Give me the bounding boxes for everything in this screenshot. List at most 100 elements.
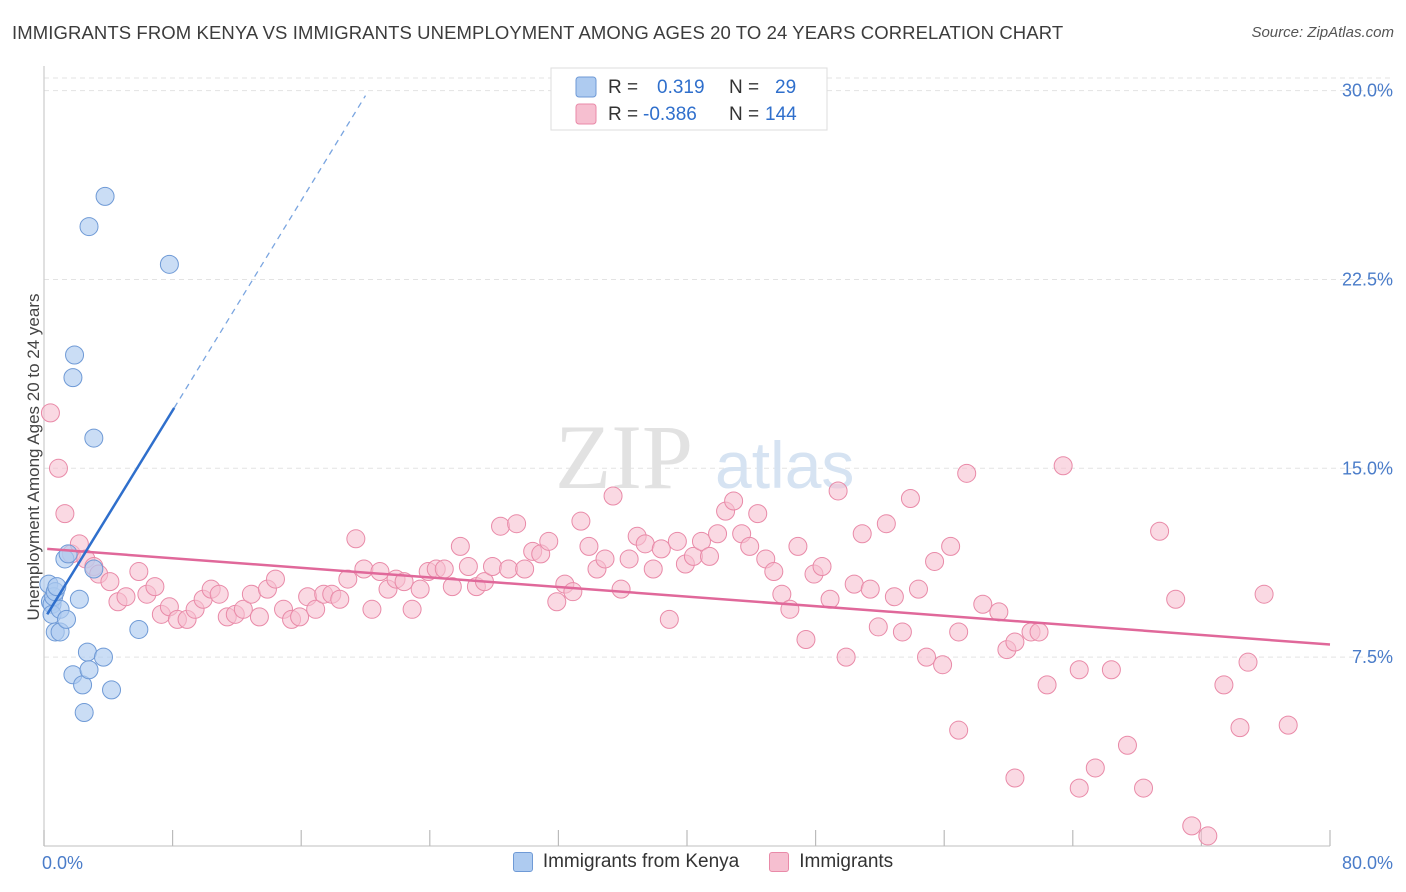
immigrants-point <box>442 577 462 597</box>
bottom-legend: Immigrants from Kenya Immigrants <box>0 851 1406 873</box>
gridlines <box>44 77 1392 658</box>
immigrants-point <box>579 536 599 556</box>
kenya-trend-line <box>46 407 176 615</box>
immigrants-point <box>764 562 784 582</box>
axes <box>43 66 1331 847</box>
kenya-point <box>93 647 113 667</box>
legend-r-value-1: 0.319 <box>657 77 705 98</box>
immigrants-point <box>40 403 60 423</box>
legend-swatch-kenya <box>575 76 597 98</box>
immigrants-point <box>949 720 969 740</box>
immigrants-point <box>233 599 253 619</box>
immigrants-point <box>989 602 1009 622</box>
immigrants-point <box>563 582 583 602</box>
immigrants-point <box>1053 456 1073 476</box>
immigrants-point <box>1278 715 1298 735</box>
immigrants-point <box>1214 675 1234 695</box>
immigrants-point <box>370 562 390 582</box>
immigrants-point <box>603 486 623 506</box>
immigrants-trend-line <box>47 547 1331 646</box>
immigrants-point <box>458 556 478 576</box>
immigrants-point <box>1085 758 1105 778</box>
kenya-point <box>74 703 94 723</box>
immigrants-point <box>973 594 993 614</box>
y-tick-label: 30.0% <box>1342 81 1393 101</box>
immigrants-point <box>844 574 864 594</box>
immigrants-point <box>619 549 639 569</box>
immigrants-point <box>1069 660 1089 680</box>
immigrants-point <box>209 584 229 604</box>
immigrants-point <box>820 589 840 609</box>
immigrants-point <box>1005 632 1025 652</box>
kenya-point <box>65 345 85 365</box>
kenya-point <box>69 589 89 609</box>
immigrants-point <box>724 491 744 511</box>
immigrants-point <box>651 539 671 559</box>
legend-box <box>550 67 828 131</box>
immigrants-point <box>925 551 945 571</box>
immigrants-point <box>48 458 68 478</box>
legend-swatch-immigrants <box>575 103 597 125</box>
legend-r-value-2: -0.386 <box>643 104 697 125</box>
immigrants-point <box>241 584 261 604</box>
immigrants-point <box>515 559 535 579</box>
legend-n-label-2: N = <box>729 104 759 125</box>
immigrants-point <box>1134 778 1154 798</box>
immigrants-point <box>571 511 591 531</box>
chart-title: IMMIGRANTS FROM KENYA VS IMMIGRANTS UNEM… <box>12 22 1064 43</box>
immigrants-point <box>788 536 808 556</box>
immigrants-point <box>908 579 928 599</box>
immigrants-point <box>450 536 470 556</box>
immigrants-point <box>1182 816 1202 836</box>
kenya-point <box>129 619 149 639</box>
source-label: Source: ZipAtlas.com <box>1251 24 1394 41</box>
immigrants-point <box>290 607 310 627</box>
legend-r-label-1: R = <box>608 77 638 98</box>
immigrants-point <box>860 579 880 599</box>
immigrants-point <box>1005 768 1025 788</box>
immigrants-point <box>1150 521 1170 541</box>
kenya-point <box>102 680 122 700</box>
immigrants-point <box>346 529 366 549</box>
kenya-point <box>95 186 115 206</box>
legend-r-label-2: R = <box>608 104 638 125</box>
immigrants-point <box>1230 718 1250 738</box>
immigrants-point <box>708 524 728 544</box>
kenya-points <box>39 186 179 723</box>
kenya-point <box>79 217 99 237</box>
immigrants-point <box>145 577 165 597</box>
immigrants-point <box>362 599 382 619</box>
immigrants-point <box>595 549 615 569</box>
immigrants-point <box>306 599 326 619</box>
immigrants-point <box>1029 622 1049 642</box>
immigrants-point <box>507 514 527 534</box>
trend-lines <box>46 95 1331 646</box>
kenya-point <box>58 544 78 564</box>
immigrants-point <box>659 609 679 629</box>
immigrants-point <box>812 556 832 576</box>
kenya-trend-extension <box>173 95 367 409</box>
immigrants-point <box>828 481 848 501</box>
immigrants-point <box>949 622 969 642</box>
kenya-point <box>79 660 99 680</box>
immigrants-point <box>547 592 567 612</box>
immigrants-point <box>1037 675 1057 695</box>
immigrants-point <box>129 562 149 582</box>
immigrants-point <box>491 516 511 536</box>
immigrants-point <box>740 536 760 556</box>
immigrants-point <box>434 559 454 579</box>
legend: R = 0.319 N = 29 R = -0.386 N = 144 <box>550 67 828 131</box>
immigrants-point <box>635 534 655 554</box>
immigrants-point <box>249 607 269 627</box>
immigrants-point <box>852 524 872 544</box>
bottom-legend-item-immigrants: Immigrants <box>769 851 893 873</box>
immigrants-point <box>1254 584 1274 604</box>
kenya-point <box>84 559 104 579</box>
kenya-point <box>77 642 97 662</box>
x-tick-label: 80.0% <box>1342 853 1393 873</box>
watermark: ZIP atlas <box>555 406 854 508</box>
kenya-point <box>63 368 83 388</box>
bottom-legend-item-kenya: Immigrants from Kenya <box>512 851 739 873</box>
immigrants-point <box>933 655 953 675</box>
immigrants-point <box>482 556 502 576</box>
